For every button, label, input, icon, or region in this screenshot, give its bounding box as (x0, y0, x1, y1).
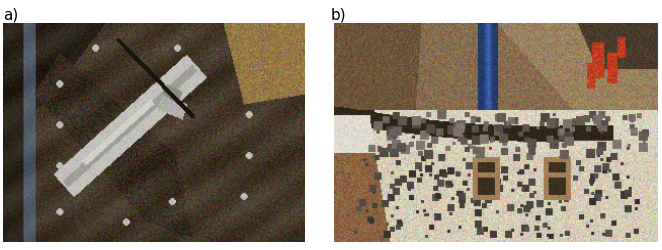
Text: b): b) (331, 8, 347, 22)
Text: a): a) (3, 8, 19, 22)
